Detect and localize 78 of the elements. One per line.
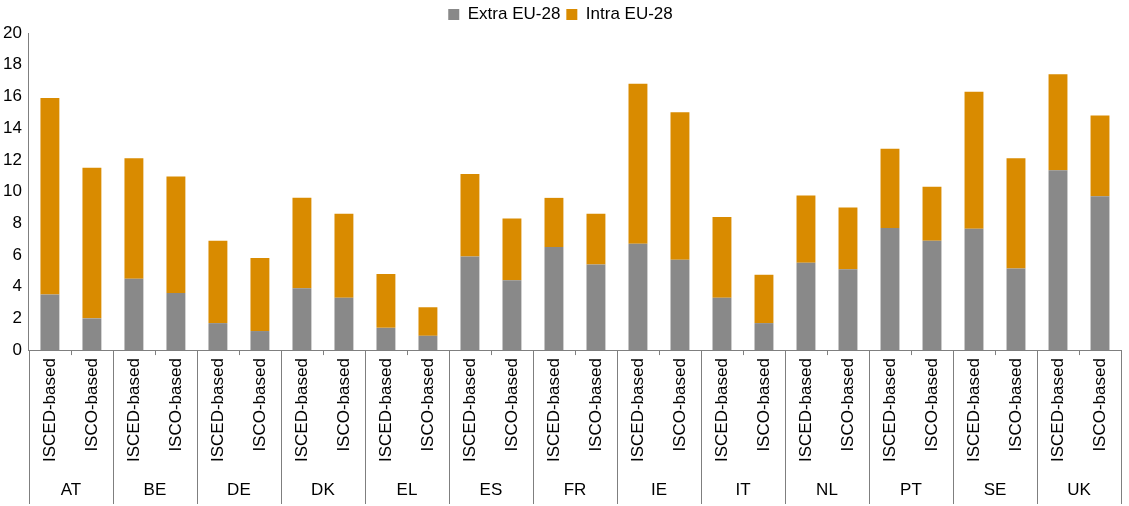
text: ES [479,479,503,499]
bar [376,273,396,328]
text: NL [816,479,838,499]
x-tick-label: ISCO-based [1005,358,1025,452]
bar [838,207,858,270]
y-tick-label: 20 [2,22,22,42]
text: IT [735,479,751,499]
x-tick-label: ISCED-based [123,358,143,462]
bar [544,197,564,248]
bar [502,218,522,281]
bar [796,195,816,263]
y-tick-label: 4 [12,276,22,296]
bar [880,148,900,228]
y-tick-label: 10 [2,181,22,201]
bar [82,167,102,319]
bar [40,98,60,295]
bar [712,216,732,298]
x-tick-label: ISCED-based [1047,358,1067,462]
bar [208,240,228,324]
bar [586,213,606,265]
x-tick-label: ISCO-based [333,358,353,452]
x-tick-label: ISCO-based [501,358,521,452]
bar [964,91,984,229]
x-tick-label: ISCO-based [81,358,101,452]
x-tick-label: ISCO-based [417,358,437,452]
x-tick-label: ISCO-based [921,358,941,452]
bar [292,197,312,289]
text: EL [396,479,418,499]
text: IE [650,479,667,499]
bar [1090,115,1110,197]
y-tick-label: 16 [2,86,22,106]
y-tick-label: 8 [12,212,22,232]
x-tick-label: ISCO-based [669,358,689,452]
x-tick-label: ISCO-based [249,358,269,452]
bar [670,112,690,260]
text: DE [227,479,251,499]
legend-label: Extra EU-28 [467,4,561,24]
text: FR [563,479,587,499]
x-tick-label: ISCED-based [375,358,395,462]
bar [628,83,648,244]
x-tick-label: ISCO-based [165,358,185,452]
y-tick-label: 2 [12,308,22,328]
y-tick-label: 6 [12,244,22,264]
x-tick-label: ISCED-based [963,358,983,462]
text: SE [983,479,1007,499]
legend-label: Intra EU-28 [585,4,673,24]
x-tick-label: ISCO-based [753,358,773,452]
y-tick-label: 12 [2,149,22,169]
x-tick-label: ISCED-based [39,358,59,462]
bar [418,307,438,336]
x-tick-label: ISCED-based [627,358,647,462]
text: AT [60,479,82,499]
x-tick-label: ISCED-based [291,358,311,462]
bar [1048,74,1068,171]
x-tick-label: ISCED-based [207,358,227,462]
y-tick-label: 14 [2,117,22,137]
bar [460,174,480,257]
bar [124,158,144,279]
text: BE [143,479,167,499]
x-tick-label: ISCED-based [795,358,815,462]
x-tick-label: ISCED-based [879,358,899,462]
bar [334,213,354,298]
bar [250,258,270,332]
text: PT [900,479,922,499]
x-tick-label: ISCED-based [543,358,563,462]
bar [754,274,774,324]
bar [166,176,186,293]
text: DK [311,479,336,499]
y-tick-label: 0 [12,339,22,359]
bar [922,186,942,241]
x-tick-label: ISCED-based [459,358,479,462]
x-tick-label: ISCO-based [585,358,605,452]
y-tick-label: 18 [2,54,22,74]
x-tick-label: ISCO-based [1089,358,1109,452]
x-tick-label: ISCO-based [837,358,857,452]
x-tick-label: ISCED-based [711,358,731,462]
bar [1006,158,1026,269]
text: UK [1067,479,1092,499]
